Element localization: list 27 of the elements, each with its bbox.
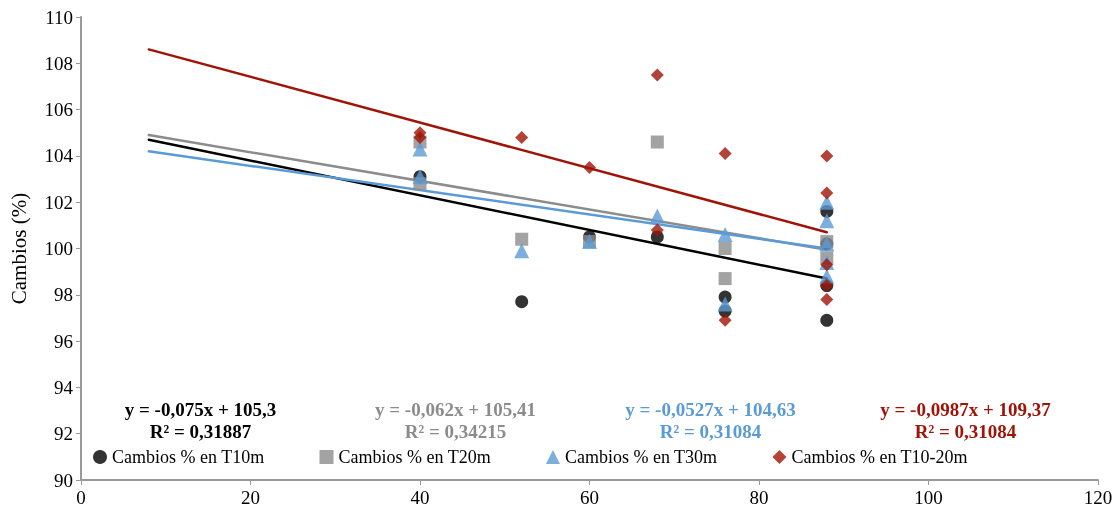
y-tick-label: 108	[44, 52, 73, 74]
x-tick-label: 100	[914, 487, 943, 507]
legend-label: Cambios % en T20m	[338, 447, 491, 467]
x-tick-label: 0	[76, 487, 86, 507]
legend-label: Cambios % en T10m	[112, 447, 265, 467]
annotation: y = -0,075x + 105,3 R² = 0,31887	[124, 398, 277, 442]
y-tick-label: 100	[44, 238, 73, 259]
y-tick-label: 110	[45, 6, 73, 28]
y-tick-label: 98	[54, 284, 73, 306]
x-tick-label: 20	[241, 487, 260, 507]
x-tick-label: 40	[410, 487, 430, 507]
y-tick-label: 94	[54, 376, 74, 398]
x-tick-label: 120	[1083, 487, 1113, 507]
y-tick-label: 104	[44, 145, 74, 167]
annotation: y = -0,062x + 105,41 R² = 0,34215	[375, 398, 536, 442]
y-tick-label: 96	[54, 330, 73, 352]
x-tick-label: 80	[749, 487, 769, 507]
annotation: y = -0,0527x + 104,63 R² = 0,31084	[625, 398, 796, 442]
y-tick-label: 90	[54, 469, 73, 491]
y-tick-label: 92	[54, 423, 73, 445]
legend-label: Cambios % en T10-20m	[791, 447, 968, 467]
y-tick-label: 106	[44, 99, 73, 121]
y-axis-title: Cambios (%)	[6, 192, 31, 305]
annotation: y = -0,0987x + 109,37 R² = 0,31084	[880, 398, 1052, 442]
x-tick-label: 60	[580, 487, 599, 507]
legend-label: Cambios % en T30m	[564, 447, 718, 467]
y-tick-label: 102	[44, 191, 73, 213]
